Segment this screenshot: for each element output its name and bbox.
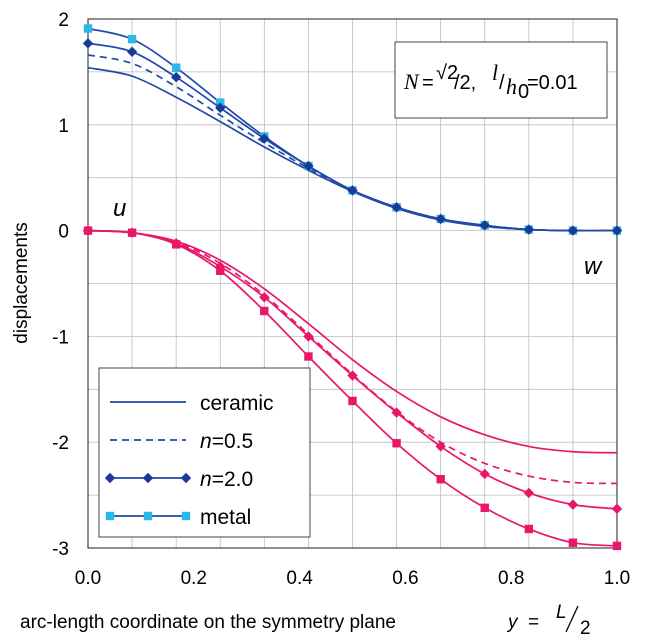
marker-w-diamond — [259, 133, 270, 144]
x-axis-label-den: 2 — [580, 618, 591, 639]
x-tick-label: 0.0 — [75, 568, 101, 589]
legend-label: metal — [200, 506, 251, 529]
x-axis-label-var: y — [506, 612, 519, 633]
marker-u-diamond — [347, 370, 358, 381]
x-axis-label-text: arc-length coordinate on the symmetry pl… — [20, 612, 396, 633]
marker-u-square — [568, 538, 578, 547]
marker-u-square — [348, 396, 357, 406]
param-slash2: /2, — [454, 72, 476, 94]
parameter-box: N = √2 /2, l / h 0 =0.01 — [394, 41, 608, 119]
marker-u-diamond — [126, 227, 138, 238]
marker-w-diamond — [303, 160, 314, 172]
legend-frame — [98, 367, 311, 538]
parameter-box-frame — [394, 41, 608, 119]
marker-u-diamond — [170, 238, 182, 249]
legend-marker-diamond — [142, 472, 154, 484]
param-value: =0.01 — [527, 72, 578, 94]
x-tick-label: 0.2 — [181, 568, 207, 589]
marker-w-square — [171, 63, 181, 72]
marker-u-square — [304, 352, 313, 361]
legend-label: n=2.0 — [200, 468, 253, 491]
legend-label-value: =2.0 — [212, 468, 253, 491]
legend-label: n=0.5 — [200, 430, 253, 453]
legend-item-3: metal — [105, 506, 251, 529]
x-tick-label: 1.0 — [604, 568, 630, 589]
x-tick-label: 0.4 — [286, 568, 313, 589]
x-tick-label: 0.6 — [392, 568, 418, 589]
marker-w-diamond — [523, 224, 535, 235]
legend-item-2: n=2.0 — [104, 468, 253, 491]
marker-w-square — [127, 34, 137, 44]
marker-w-diamond — [391, 202, 402, 213]
x-axis-label-fraction-bar — [565, 605, 579, 633]
x-axis-label-num: L — [556, 602, 567, 623]
legend-marker-square — [181, 511, 191, 521]
marker-w-diamond — [611, 225, 623, 236]
marker-w-diamond — [479, 220, 490, 231]
param-slash: / — [499, 72, 505, 94]
w-annotation: w — [584, 253, 603, 280]
u-annotation: u — [113, 195, 126, 222]
series-w-n20 — [82, 38, 623, 236]
param-sqrt2: √2 — [436, 62, 458, 84]
marker-u-diamond — [479, 468, 490, 480]
param-h-symbol: h — [506, 74, 517, 99]
series-layer — [82, 24, 623, 551]
marker-u-square — [392, 439, 401, 448]
marker-u-diamond — [611, 503, 623, 515]
legend-label-value: =0.5 — [212, 430, 253, 453]
marker-w-diamond — [170, 71, 182, 83]
legend-label-n: n — [200, 430, 212, 453]
legend-marker-diamond — [104, 472, 116, 484]
marker-u-diamond — [435, 441, 446, 452]
y-tick-label: 2 — [58, 10, 69, 31]
param-h-subscript: 0 — [518, 81, 529, 103]
marker-w-diamond — [82, 38, 94, 49]
marker-w-diamond — [215, 102, 226, 114]
marker-w-diamond — [435, 213, 446, 225]
y-axis-label: displacements — [11, 222, 32, 343]
x-axis-label-eq: = — [528, 612, 539, 633]
marker-u-diamond — [82, 225, 94, 236]
y-tick-label: -3 — [52, 539, 69, 560]
marker-u-diamond — [215, 261, 226, 272]
legend-marker-square — [105, 511, 115, 521]
series-u-n20 — [82, 225, 623, 515]
y-tick-label: -2 — [52, 433, 69, 454]
marker-u-diamond — [303, 331, 314, 342]
marker-u-diamond — [391, 407, 402, 418]
marker-w-diamond — [347, 185, 358, 196]
legend-item-0: ceramic — [110, 392, 274, 415]
marker-w-square — [216, 98, 225, 107]
legend-item-1: n=0.5 — [110, 430, 253, 453]
marker-w-square — [83, 24, 93, 33]
x-axis-label: arc-length coordinate on the symmetry pl… — [20, 602, 591, 639]
marker-u-square — [436, 475, 445, 484]
y-tick-label: -1 — [52, 327, 69, 348]
y-tick-label: 0 — [58, 222, 69, 243]
y-tick-label: 1 — [58, 116, 69, 137]
x-tick-label: 0.8 — [498, 568, 524, 589]
marker-u-square — [480, 503, 489, 512]
marker-u-square — [612, 541, 622, 551]
param-eq: = — [422, 72, 434, 94]
tick-labels: 0.0 0.2 0.4 0.6 0.8 1.0 2 1 0 -1 -2 -3 — [52, 10, 630, 589]
marker-u-diamond — [567, 499, 579, 510]
marker-w-diamond — [126, 46, 138, 57]
marker-u-diamond — [523, 487, 535, 499]
param-n-symbol: N — [403, 69, 420, 94]
legend-label: ceramic — [200, 392, 274, 415]
plot-frame — [87, 18, 618, 549]
param-l-symbol: l — [492, 60, 498, 85]
marker-u-square — [260, 306, 269, 316]
marker-u-diamond — [259, 292, 270, 303]
legend-marker-square — [143, 511, 153, 521]
legend-marker-diamond — [180, 472, 192, 484]
marker-u-square — [524, 524, 534, 534]
marker-w-diamond — [567, 225, 579, 236]
legend-label-n: n — [200, 468, 212, 491]
